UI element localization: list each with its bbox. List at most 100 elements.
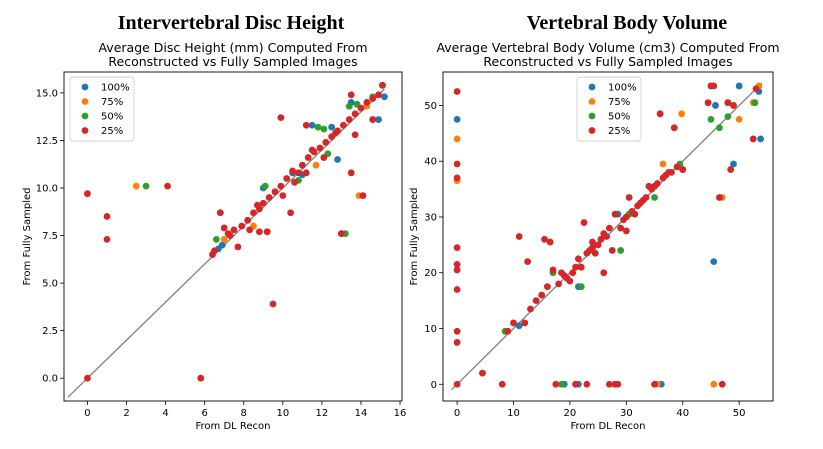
- right-point: [543, 283, 551, 291]
- left-point: [304, 154, 312, 161]
- left-point: [277, 182, 285, 190]
- right-chart-title-line1: Average Vertebral Body Volume (cm3) Comp…: [436, 40, 779, 55]
- left-point: [246, 226, 254, 234]
- right-point: [716, 194, 723, 201]
- right-point: [546, 238, 554, 246]
- right-point: [538, 291, 546, 299]
- right-legend-marker: [588, 98, 596, 105]
- right-point: [651, 194, 658, 201]
- right-point: [515, 233, 523, 240]
- right-x-axis-label: From DL Recon: [570, 421, 645, 432]
- left-point: [230, 226, 238, 234]
- left-legend-label: 50%: [101, 112, 123, 123]
- left-identity-line: [67, 88, 385, 398]
- left-point: [263, 228, 271, 236]
- left-point: [84, 374, 91, 382]
- right-x-tick-label: 30: [620, 408, 633, 419]
- left-point: [259, 199, 267, 207]
- right-point: [549, 266, 557, 274]
- left-y-axis-label: From Fully Sampled: [22, 188, 33, 286]
- right-point: [569, 269, 577, 277]
- left-point: [369, 116, 377, 123]
- left-point: [212, 235, 220, 243]
- right-point: [622, 213, 630, 221]
- left-point: [277, 114, 285, 122]
- right-point: [673, 163, 681, 171]
- right-point: [479, 369, 486, 377]
- right-x-tick-label: 40: [676, 408, 689, 419]
- right-legend-marker: [588, 127, 596, 134]
- left-point: [347, 91, 355, 99]
- right-y-axis-label: From Fully Sampled: [409, 188, 420, 286]
- left-x-tick-label: 0: [84, 408, 90, 419]
- left-point: [328, 123, 336, 131]
- right-point: [679, 166, 687, 173]
- left-point: [234, 243, 242, 251]
- right-point: [589, 244, 596, 252]
- right-point: [642, 194, 650, 201]
- right-point: [453, 339, 461, 346]
- left-point: [220, 224, 228, 232]
- left-chart-title-line2: Reconstructed vs Fully Sampled Images: [108, 54, 357, 69]
- right-legend-label: 50%: [608, 112, 630, 123]
- right-point: [752, 85, 760, 93]
- right-point: [735, 82, 743, 90]
- right-point: [751, 99, 759, 107]
- right-point: [555, 280, 563, 288]
- left-x-tick-label: 14: [355, 408, 368, 419]
- left-y-tick-label: 2.5: [42, 326, 58, 337]
- left-legend: 100% 75% 50% 25%: [69, 76, 135, 142]
- right-point: [735, 115, 743, 123]
- right-point: [678, 110, 686, 118]
- right-point: [727, 166, 735, 173]
- right-point: [653, 180, 661, 187]
- left-legend-label: 75%: [101, 97, 123, 108]
- left-point: [375, 116, 382, 123]
- right-point: [606, 380, 613, 388]
- left-point: [142, 182, 150, 190]
- right-legend-marker: [588, 83, 596, 91]
- right-point: [453, 286, 461, 293]
- left-point: [308, 146, 316, 154]
- left-point: [302, 121, 310, 129]
- left-y-tick-label: 12.5: [36, 136, 58, 147]
- left-point: [250, 209, 257, 217]
- left-x-tick-label: 6: [201, 408, 207, 419]
- right-point: [724, 99, 732, 107]
- right-point: [730, 160, 737, 168]
- right-point: [510, 319, 517, 327]
- right-point: [453, 135, 461, 143]
- left-point: [298, 161, 306, 169]
- right-point: [724, 113, 732, 121]
- left-series-25pct: [84, 81, 386, 382]
- right-point: [707, 115, 715, 123]
- left-point: [289, 167, 296, 175]
- right-point: [597, 235, 605, 243]
- right-point: [631, 210, 639, 218]
- left-plot-frame: [63, 71, 403, 402]
- left-point: [369, 95, 377, 103]
- right-point: [572, 263, 579, 271]
- left-point: [345, 102, 353, 110]
- right-point: [611, 380, 619, 388]
- right-point: [521, 319, 529, 327]
- right-point: [453, 380, 461, 388]
- right-point: [594, 241, 602, 249]
- right-point: [625, 194, 633, 201]
- left-point: [244, 216, 252, 224]
- left-point: [216, 209, 224, 217]
- left-point: [238, 222, 246, 230]
- right-point: [716, 124, 723, 132]
- left-point: [164, 182, 171, 190]
- left-x-tick-label: 12: [316, 408, 329, 419]
- right-point: [659, 160, 667, 168]
- right-point: [577, 263, 585, 271]
- right-point: [749, 135, 757, 143]
- right-point: [589, 238, 596, 246]
- right-chart: Average Vertebral Body Volume (cm3) Comp…: [409, 40, 780, 432]
- right-point: [504, 327, 512, 335]
- right-point: [651, 380, 658, 388]
- left-point: [332, 129, 339, 137]
- left-point: [224, 230, 232, 238]
